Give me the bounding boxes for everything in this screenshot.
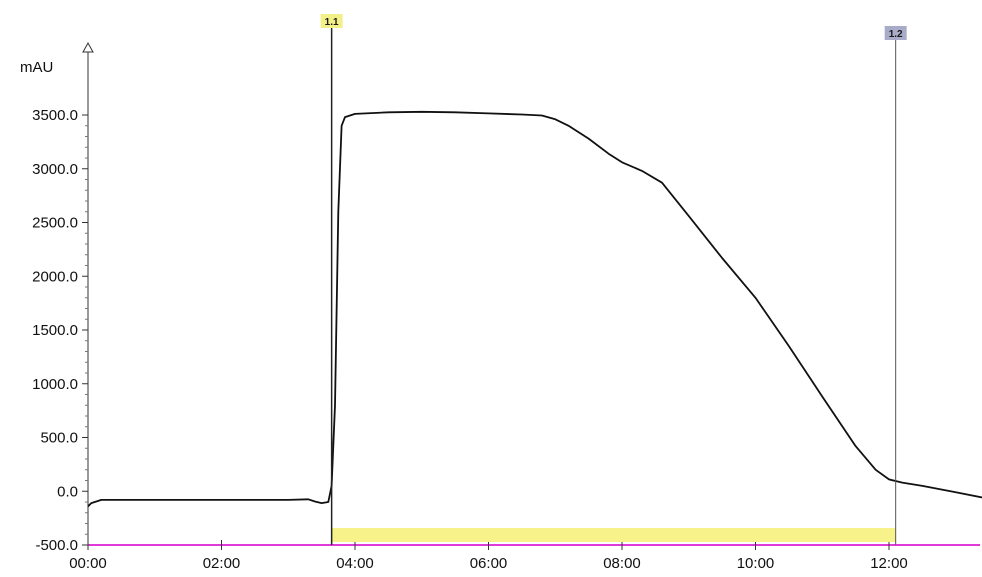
y-tick-label: 1500.0 (32, 322, 78, 339)
y-tick-label: 3500.0 (32, 107, 78, 124)
y-tick-label: 2500.0 (32, 215, 78, 232)
x-tick-label: 02:00 (203, 555, 241, 572)
x-tick-label: 12:00 (870, 555, 908, 572)
y-tick-label: -500.0 (35, 537, 78, 554)
y-tick-label: 0.0 (57, 483, 78, 500)
fraction-marker-badge (884, 26, 907, 40)
x-tick-label: 08:00 (603, 555, 641, 572)
x-tick-label: 00:00 (69, 555, 107, 572)
x-tick-label: 10:00 (737, 555, 775, 572)
axes (82, 41, 980, 548)
x-tick-label: 06:00 (470, 555, 508, 572)
overlay-group (331, 528, 896, 542)
marker-group: 1.1 1.2 (320, 14, 907, 545)
y-tick-label: 2000.0 (32, 268, 78, 285)
y-tick-label: 1000.0 (32, 376, 78, 393)
series-group (87, 110, 982, 507)
x-tick-label: 04:00 (336, 555, 374, 572)
fraction-marker-badge (320, 14, 343, 28)
y-axis-arrow-icon (82, 41, 94, 53)
fraction-marker-label: 1.2 (889, 29, 903, 40)
fraction-marker-label: 1.1 (325, 17, 339, 28)
y-unit-label: mAU (20, 59, 53, 76)
series-line (87, 110, 982, 507)
y-tick-label: 3000.0 (32, 161, 78, 178)
tick-group: -500.0 0.0 500.0 1000.0 1500.0 2000.0 2500.0 30… (32, 107, 908, 572)
y-tick-label: 500.0 (40, 430, 78, 447)
fraction-range-bar (331, 528, 896, 542)
